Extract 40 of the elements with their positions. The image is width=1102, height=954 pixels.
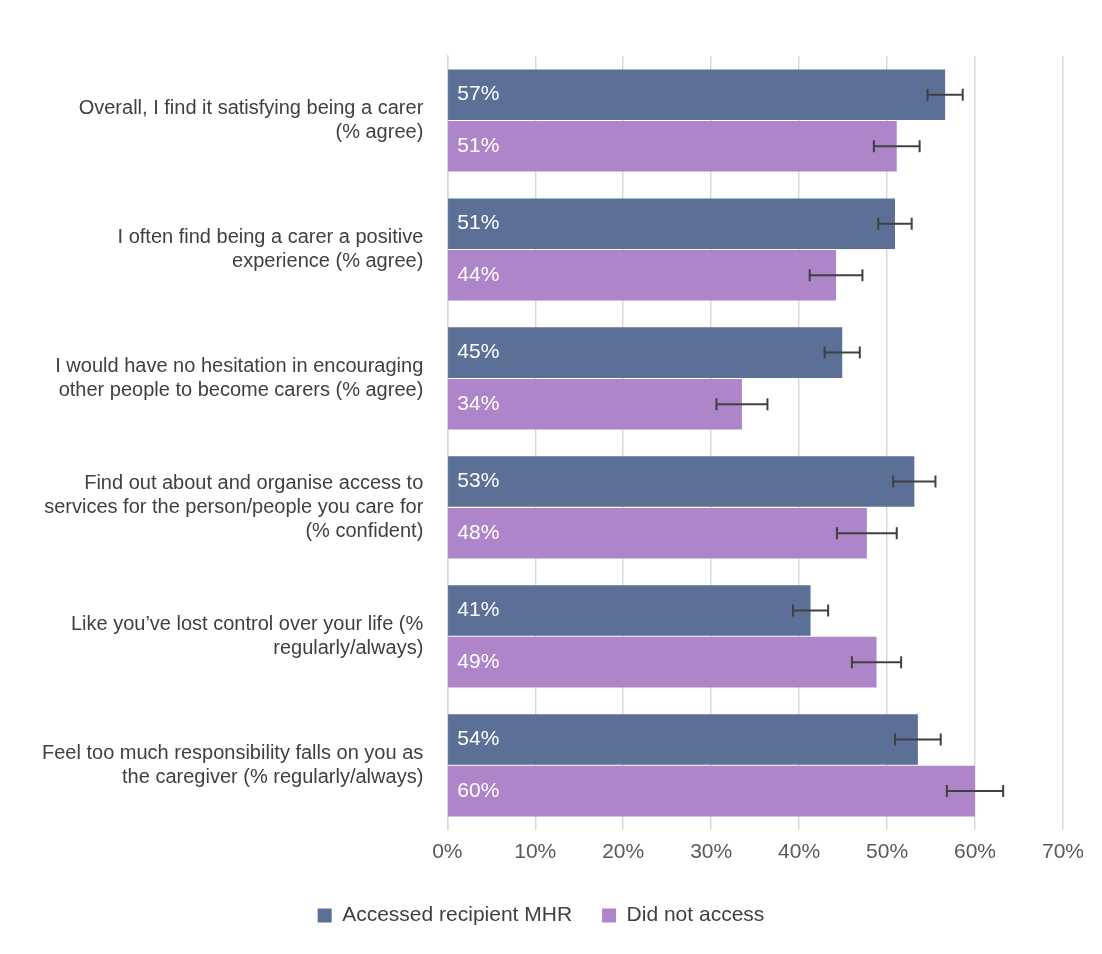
data-label: 54% xyxy=(457,726,500,750)
data-label: 44% xyxy=(457,262,500,286)
bar xyxy=(448,121,897,172)
bar xyxy=(448,765,976,817)
legend-label: Did not access xyxy=(626,902,765,926)
data-label: 34% xyxy=(457,391,500,415)
bar xyxy=(448,507,867,559)
y-tick-label: Feel too much responsibility falls on you as the caregiver (% regularly/always) xyxy=(41,740,424,787)
bar xyxy=(448,249,837,301)
bar xyxy=(448,714,918,765)
data-label: 45% xyxy=(457,339,500,363)
data-label: 51% xyxy=(457,133,500,157)
bar xyxy=(448,456,915,507)
bar xyxy=(448,585,811,636)
x-tick-label: 60% xyxy=(954,839,997,863)
data-label: 41% xyxy=(457,597,500,621)
y-tick-label: Like you’ve lost control over your life (% regularly/always) xyxy=(70,611,424,658)
x-tick-label: 10% xyxy=(514,839,557,863)
data-label: 53% xyxy=(457,468,500,492)
data-label: 60% xyxy=(457,777,500,801)
data-label: 51% xyxy=(457,210,500,234)
x-tick-label: 30% xyxy=(690,839,733,863)
x-tick-label: 20% xyxy=(602,839,645,863)
bar xyxy=(448,327,843,378)
y-tick-label: I would have no hesitation in encouraging other people to become carers (% agree) xyxy=(55,353,424,400)
bar xyxy=(448,378,742,430)
data-label: 48% xyxy=(457,519,500,543)
x-tick-label: 50% xyxy=(866,839,909,863)
legend-label: Accessed recipient MHR xyxy=(342,902,573,926)
bar xyxy=(448,636,877,688)
x-tick-label: 40% xyxy=(778,839,821,863)
bar xyxy=(448,198,895,249)
data-label: 49% xyxy=(457,648,500,672)
data-label: 57% xyxy=(457,81,500,105)
y-tick-label: Find out about and organise access to services for the person/people you care for (% confident) xyxy=(44,470,424,541)
y-tick-label: I often find being a carer a positive experience (% agree) xyxy=(117,224,424,271)
y-tick-label: Overall, I find it satisfying being a carer (% agree) xyxy=(78,96,424,142)
bar xyxy=(448,69,946,120)
x-tick-label: 0% xyxy=(432,839,463,863)
x-tick-label: 70% xyxy=(1041,839,1084,863)
